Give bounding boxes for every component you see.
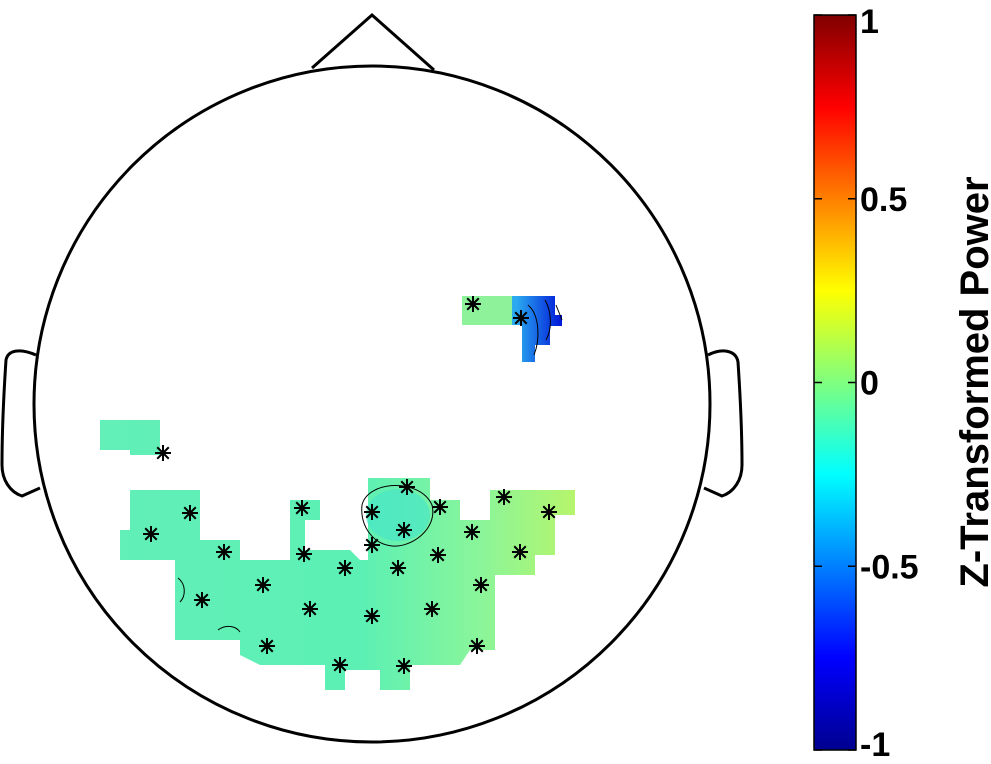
colorbar-tick-label: 1	[860, 3, 879, 41]
electrode-marker	[496, 489, 512, 505]
colorbar-tick-label: 0.5	[860, 181, 907, 219]
electrode-marker	[390, 560, 406, 576]
electrode-marker	[396, 658, 412, 674]
electrode-marker	[469, 638, 485, 654]
electrode-marker	[465, 296, 481, 312]
colorbar-tick-label: -1	[860, 726, 890, 764]
electrode-marker	[255, 577, 271, 593]
electrode-marker	[512, 544, 528, 560]
significant-electrodes	[143, 296, 557, 674]
head-outline	[32, 64, 712, 744]
electrode-marker	[430, 547, 446, 563]
electrode-marker	[302, 601, 318, 617]
electrode-marker	[513, 310, 529, 326]
electrode-marker	[294, 500, 310, 516]
electrode-marker	[143, 526, 159, 542]
colorbar-label: Z-Transformed Power	[953, 176, 991, 587]
right-ear-outline	[703, 349, 744, 498]
nose-outline	[311, 12, 435, 72]
electrode-marker	[337, 560, 353, 576]
electrode-marker	[364, 504, 380, 520]
electrode-marker	[364, 537, 380, 553]
colorbar-tick-label: 0	[860, 365, 879, 403]
electrode-marker	[432, 499, 448, 515]
electrode-marker	[194, 592, 210, 608]
electrode-marker	[182, 505, 198, 521]
electrode-marker	[464, 524, 480, 540]
frontal-significant-region	[462, 296, 563, 362]
colorbar-tick-label: -0.5	[860, 548, 919, 586]
electrode-marker	[216, 544, 232, 560]
electrode-marker	[473, 577, 489, 593]
electrode-marker	[155, 445, 171, 461]
left-ear-outline	[0, 349, 41, 498]
electrode-marker	[364, 608, 380, 624]
electrode-marker	[296, 546, 312, 562]
electrode-marker	[541, 504, 557, 520]
electrode-marker	[332, 657, 348, 673]
electrode-marker	[424, 601, 440, 617]
electrode-marker	[396, 522, 412, 538]
electrode-marker	[399, 479, 415, 495]
electrode-marker	[259, 638, 275, 654]
colorbar-ticks: 1 0.5 0 -0.5 -1	[814, 3, 919, 764]
posterior-significant-region	[100, 420, 575, 690]
